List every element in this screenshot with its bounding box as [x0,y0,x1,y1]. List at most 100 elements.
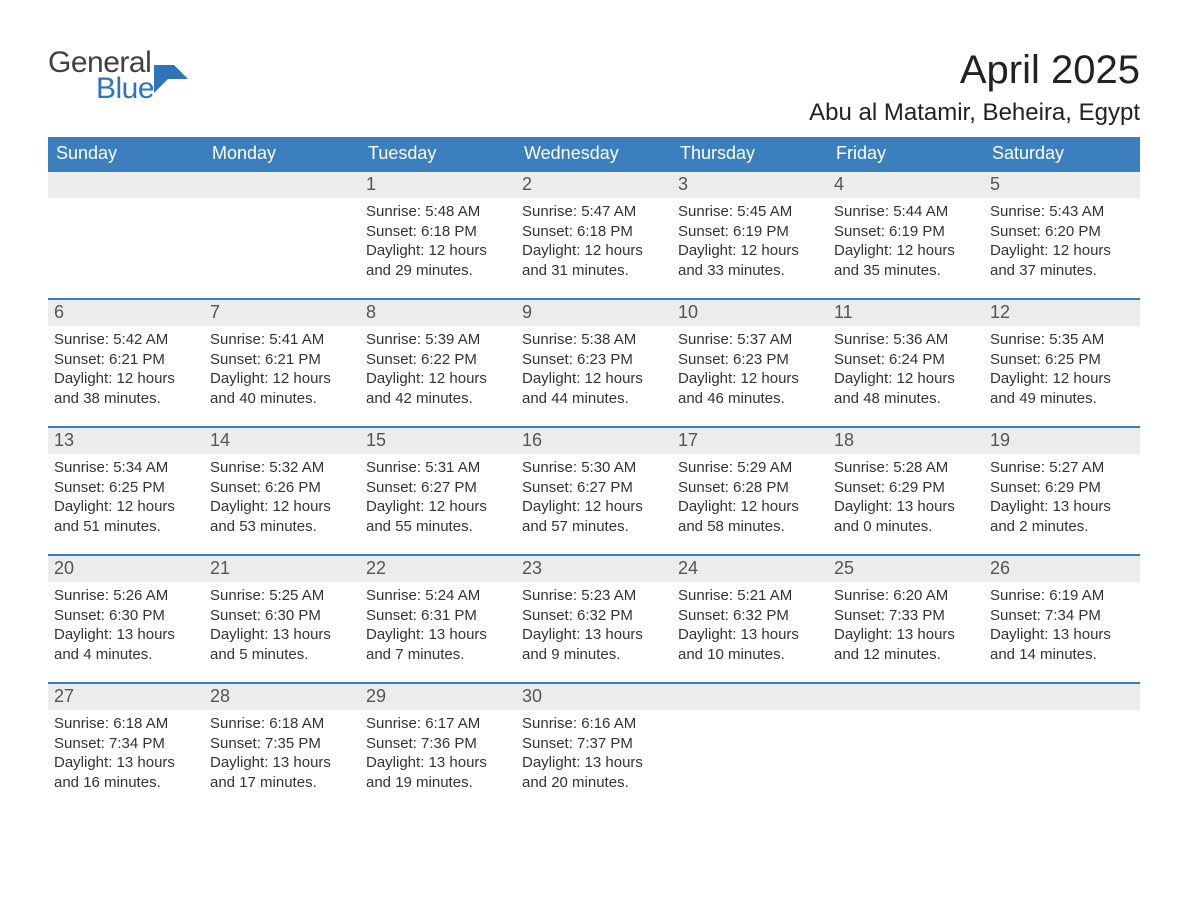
day-details [204,198,360,208]
sunrise-line: Sunrise: 5:30 AM [522,458,666,478]
calendar-week-row: 27Sunrise: 6:18 AMSunset: 7:34 PMDayligh… [48,683,1140,811]
calendar-cell: 16Sunrise: 5:30 AMSunset: 6:27 PMDayligh… [516,427,672,555]
day-details: Sunrise: 5:45 AMSunset: 6:19 PMDaylight:… [672,198,828,286]
sunrise-line: Sunrise: 6:18 AM [54,714,198,734]
day-number: 6 [48,300,204,326]
sunset-line: Sunset: 7:35 PM [210,734,354,754]
calendar-cell: 21Sunrise: 5:25 AMSunset: 6:30 PMDayligh… [204,555,360,683]
sunrise-line: Sunrise: 5:23 AM [522,586,666,606]
day-details: Sunrise: 5:48 AMSunset: 6:18 PMDaylight:… [360,198,516,286]
day-details: Sunrise: 5:23 AMSunset: 6:32 PMDaylight:… [516,582,672,670]
sunrise-line: Sunrise: 5:43 AM [990,202,1134,222]
sunrise-line: Sunrise: 6:19 AM [990,586,1134,606]
daylight-line: Daylight: 13 hours and 2 minutes. [990,497,1134,536]
day-number: 20 [48,556,204,582]
calendar-table: SundayMondayTuesdayWednesdayThursdayFrid… [48,137,1140,811]
daylight-line: Daylight: 12 hours and 40 minutes. [210,369,354,408]
daylight-line: Daylight: 13 hours and 10 minutes. [678,625,822,664]
calendar-cell: 18Sunrise: 5:28 AMSunset: 6:29 PMDayligh… [828,427,984,555]
day-number: 24 [672,556,828,582]
daylight-line: Daylight: 12 hours and 55 minutes. [366,497,510,536]
day-number: 29 [360,684,516,710]
day-details: Sunrise: 5:42 AMSunset: 6:21 PMDaylight:… [48,326,204,414]
day-details: Sunrise: 5:26 AMSunset: 6:30 PMDaylight:… [48,582,204,670]
calendar-cell: 14Sunrise: 5:32 AMSunset: 6:26 PMDayligh… [204,427,360,555]
daylight-line: Daylight: 12 hours and 48 minutes. [834,369,978,408]
sunrise-line: Sunrise: 5:37 AM [678,330,822,350]
sunset-line: Sunset: 6:20 PM [990,222,1134,242]
sunset-line: Sunset: 7:34 PM [990,606,1134,626]
day-number: 1 [360,172,516,198]
sunset-line: Sunset: 6:29 PM [834,478,978,498]
day-number: 4 [828,172,984,198]
sunset-line: Sunset: 7:36 PM [366,734,510,754]
day-details: Sunrise: 5:29 AMSunset: 6:28 PMDaylight:… [672,454,828,542]
calendar-cell: 26Sunrise: 6:19 AMSunset: 7:34 PMDayligh… [984,555,1140,683]
day-number: 10 [672,300,828,326]
calendar-cell: 28Sunrise: 6:18 AMSunset: 7:35 PMDayligh… [204,683,360,811]
sunrise-line: Sunrise: 5:27 AM [990,458,1134,478]
sunset-line: Sunset: 6:32 PM [522,606,666,626]
calendar-cell: 1Sunrise: 5:48 AMSunset: 6:18 PMDaylight… [360,171,516,299]
daylight-line: Daylight: 13 hours and 12 minutes. [834,625,978,664]
sunset-line: Sunset: 6:25 PM [54,478,198,498]
calendar-cell: 27Sunrise: 6:18 AMSunset: 7:34 PMDayligh… [48,683,204,811]
day-details: Sunrise: 5:44 AMSunset: 6:19 PMDaylight:… [828,198,984,286]
calendar-cell: 2Sunrise: 5:47 AMSunset: 6:18 PMDaylight… [516,171,672,299]
daylight-line: Daylight: 13 hours and 16 minutes. [54,753,198,792]
day-number [828,684,984,710]
day-details: Sunrise: 5:34 AMSunset: 6:25 PMDaylight:… [48,454,204,542]
day-details: Sunrise: 6:18 AMSunset: 7:35 PMDaylight:… [204,710,360,798]
daylight-line: Daylight: 12 hours and 51 minutes. [54,497,198,536]
weekday-header: Monday [204,137,360,171]
day-details: Sunrise: 5:28 AMSunset: 6:29 PMDaylight:… [828,454,984,542]
sunrise-line: Sunrise: 5:31 AM [366,458,510,478]
day-details [672,710,828,720]
day-details: Sunrise: 5:41 AMSunset: 6:21 PMDaylight:… [204,326,360,414]
day-details: Sunrise: 5:27 AMSunset: 6:29 PMDaylight:… [984,454,1140,542]
calendar-cell: 30Sunrise: 6:16 AMSunset: 7:37 PMDayligh… [516,683,672,811]
sunrise-line: Sunrise: 5:21 AM [678,586,822,606]
sunrise-line: Sunrise: 5:48 AM [366,202,510,222]
daylight-line: Daylight: 12 hours and 46 minutes. [678,369,822,408]
sunset-line: Sunset: 6:30 PM [210,606,354,626]
sunrise-line: Sunrise: 5:38 AM [522,330,666,350]
calendar-cell [672,683,828,811]
daylight-line: Daylight: 13 hours and 0 minutes. [834,497,978,536]
calendar-cell: 7Sunrise: 5:41 AMSunset: 6:21 PMDaylight… [204,299,360,427]
calendar-cell: 25Sunrise: 6:20 AMSunset: 7:33 PMDayligh… [828,555,984,683]
calendar-cell: 19Sunrise: 5:27 AMSunset: 6:29 PMDayligh… [984,427,1140,555]
calendar-week-row: 20Sunrise: 5:26 AMSunset: 6:30 PMDayligh… [48,555,1140,683]
sunset-line: Sunset: 6:22 PM [366,350,510,370]
weekday-header: Tuesday [360,137,516,171]
day-number: 21 [204,556,360,582]
day-number: 3 [672,172,828,198]
day-number [48,172,204,198]
header: General Blue April 2025 Abu al Matamir, … [48,48,1140,127]
weekday-header: Thursday [672,137,828,171]
sunrise-line: Sunrise: 5:47 AM [522,202,666,222]
brand-word-2: Blue [96,74,154,104]
day-details: Sunrise: 5:37 AMSunset: 6:23 PMDaylight:… [672,326,828,414]
sunset-line: Sunset: 6:24 PM [834,350,978,370]
daylight-line: Daylight: 13 hours and 9 minutes. [522,625,666,664]
sunrise-line: Sunrise: 6:16 AM [522,714,666,734]
daylight-line: Daylight: 13 hours and 4 minutes. [54,625,198,664]
sunset-line: Sunset: 7:37 PM [522,734,666,754]
day-number: 17 [672,428,828,454]
sunrise-line: Sunrise: 6:20 AM [834,586,978,606]
daylight-line: Daylight: 12 hours and 29 minutes. [366,241,510,280]
location: Abu al Matamir, Beheira, Egypt [809,99,1140,127]
day-details: Sunrise: 6:17 AMSunset: 7:36 PMDaylight:… [360,710,516,798]
day-details: Sunrise: 5:31 AMSunset: 6:27 PMDaylight:… [360,454,516,542]
day-number: 7 [204,300,360,326]
weekday-header: Friday [828,137,984,171]
day-number: 12 [984,300,1140,326]
calendar-cell: 5Sunrise: 5:43 AMSunset: 6:20 PMDaylight… [984,171,1140,299]
day-details: Sunrise: 5:24 AMSunset: 6:31 PMDaylight:… [360,582,516,670]
daylight-line: Daylight: 12 hours and 35 minutes. [834,241,978,280]
sunrise-line: Sunrise: 5:35 AM [990,330,1134,350]
daylight-line: Daylight: 12 hours and 53 minutes. [210,497,354,536]
sunrise-line: Sunrise: 5:29 AM [678,458,822,478]
day-number: 15 [360,428,516,454]
